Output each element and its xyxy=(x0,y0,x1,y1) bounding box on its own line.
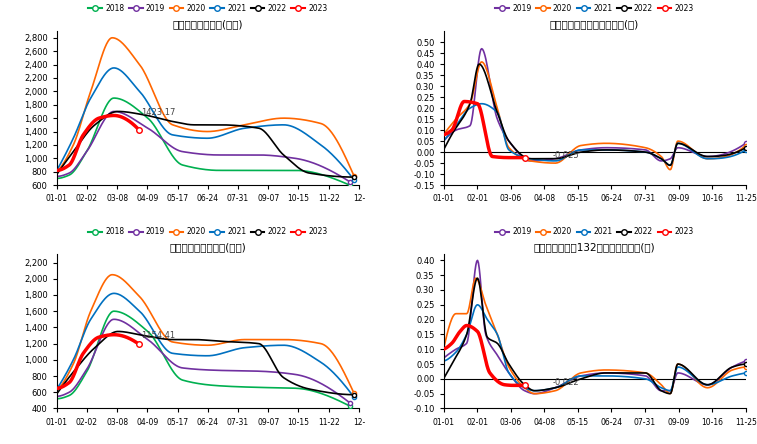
Text: -0.022: -0.022 xyxy=(553,378,579,387)
Legend: 2018, 2019, 2020, 2021, 2022, 2023: 2018, 2019, 2020, 2021, 2022, 2023 xyxy=(86,224,330,239)
Legend: 2019, 2020, 2021, 2022, 2023: 2019, 2020, 2021, 2022, 2023 xyxy=(492,1,696,16)
Text: -0.025: -0.025 xyxy=(553,151,579,159)
Title: 库存环比：螺纹132市社会库存环比(周): 库存环比：螺纹132市社会库存环比(周) xyxy=(534,242,656,252)
Text: 1154.41: 1154.41 xyxy=(142,331,176,340)
Text: 1423.17: 1423.17 xyxy=(142,108,176,118)
Title: 库存环比：螺纹总库存环比(周): 库存环比：螺纹总库存环比(周) xyxy=(550,19,639,29)
Title: 库存：螺纹总库存(万吨): 库存：螺纹总库存(万吨) xyxy=(173,19,243,29)
Title: 库存：螺纹社会库存(万吨): 库存：螺纹社会库存(万吨) xyxy=(170,242,246,252)
Legend: 2018, 2019, 2020, 2021, 2022, 2023: 2018, 2019, 2020, 2021, 2022, 2023 xyxy=(86,1,330,16)
Legend: 2019, 2020, 2021, 2022, 2023: 2019, 2020, 2021, 2022, 2023 xyxy=(492,224,696,239)
